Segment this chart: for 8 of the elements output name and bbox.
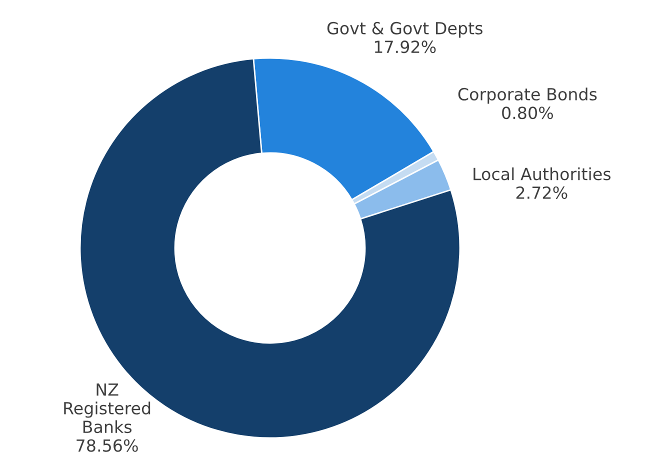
slice-label: NZ Registered Banks: [64, 383, 150, 434]
slice-label: Govt & Govt Depts: [327, 22, 482, 38]
slice-label: Corporate Bonds: [458, 88, 597, 104]
data-label: 78.56%: [76, 439, 138, 452]
data-label: 2.72%: [516, 186, 568, 199]
data-label: 17.92%: [374, 40, 436, 54]
slice-label: Local Authorities: [474, 167, 611, 180]
data-label: 0.80%: [502, 106, 554, 120]
